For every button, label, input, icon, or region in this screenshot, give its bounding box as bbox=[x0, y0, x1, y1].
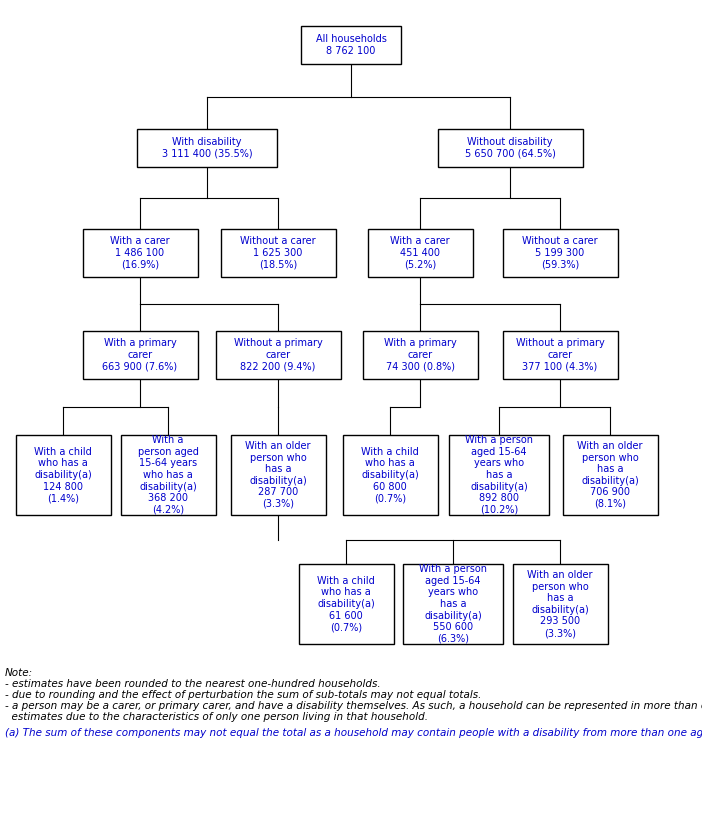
Text: With disability
3 111 400 (35.5%): With disability 3 111 400 (35.5%) bbox=[161, 137, 252, 159]
Text: With a primary
carer
663 900 (7.6%): With a primary carer 663 900 (7.6%) bbox=[102, 339, 178, 371]
Bar bbox=[343, 435, 437, 515]
Text: With an older
person who
has a
disability(a)
293 500
(3.3%): With an older person who has a disabilit… bbox=[527, 570, 592, 638]
Text: All households
8 762 100: All households 8 762 100 bbox=[316, 34, 386, 56]
Bar bbox=[562, 435, 658, 515]
Text: With a child
who has a
disability(a)
124 800
(1.4%): With a child who has a disability(a) 124… bbox=[34, 447, 92, 503]
Bar bbox=[220, 229, 336, 277]
Text: With a person
aged 15-64
years who
has a
disability(a)
550 600
(6.3%): With a person aged 15-64 years who has a… bbox=[419, 564, 487, 644]
Bar bbox=[512, 564, 607, 644]
Bar bbox=[449, 435, 549, 515]
Bar bbox=[15, 435, 110, 515]
Text: - estimates have been rounded to the nearest one-hundred households.: - estimates have been rounded to the nea… bbox=[5, 679, 380, 689]
Text: With an older
person who
has a
disability(a)
706 900
(8.1%): With an older person who has a disabilit… bbox=[577, 441, 643, 509]
Text: With a
person aged
15-64 years
who has a
disability(a)
368 200
(4.2%): With a person aged 15-64 years who has a… bbox=[138, 435, 199, 515]
Bar bbox=[83, 331, 197, 379]
Text: Without a primary
carer
822 200 (9.4%): Without a primary carer 822 200 (9.4%) bbox=[234, 339, 322, 371]
Text: Without a primary
carer
377 100 (4.3%): Without a primary carer 377 100 (4.3%) bbox=[516, 339, 604, 371]
Text: Note:: Note: bbox=[5, 668, 33, 678]
Text: With a primary
carer
74 300 (0.8%): With a primary carer 74 300 (0.8%) bbox=[383, 339, 456, 371]
Bar bbox=[503, 229, 618, 277]
Text: estimates due to the characteristics of only one person living in that household: estimates due to the characteristics of … bbox=[5, 712, 428, 722]
Bar bbox=[301, 26, 401, 64]
Text: With a carer
1 486 100
(16.9%): With a carer 1 486 100 (16.9%) bbox=[110, 236, 170, 270]
Bar bbox=[137, 129, 277, 167]
Bar bbox=[403, 564, 503, 644]
Bar bbox=[368, 229, 472, 277]
Text: Without a carer
1 625 300
(18.5%): Without a carer 1 625 300 (18.5%) bbox=[240, 236, 316, 270]
Bar bbox=[298, 564, 394, 644]
Bar bbox=[121, 435, 216, 515]
Text: With an older
person who
has a
disability(a)
287 700
(3.3%): With an older person who has a disabilit… bbox=[245, 441, 311, 509]
Text: With a carer
451 400
(5.2%): With a carer 451 400 (5.2%) bbox=[390, 236, 450, 270]
Bar bbox=[437, 129, 583, 167]
Text: With a person
aged 15-64
years who
has a
disability(a)
892 800
(10.2%): With a person aged 15-64 years who has a… bbox=[465, 435, 533, 515]
Text: - a person may be a carer, or primary carer, and have a disability themselves. A: - a person may be a carer, or primary ca… bbox=[5, 701, 702, 711]
Text: - due to rounding and the effect of perturbation the sum of sub-totals may not e: - due to rounding and the effect of pert… bbox=[5, 690, 482, 700]
Bar bbox=[216, 331, 340, 379]
Text: Without a carer
5 199 300
(59.3%): Without a carer 5 199 300 (59.3%) bbox=[522, 236, 598, 270]
Bar bbox=[503, 331, 618, 379]
Text: (a) The sum of these components may not equal the total as a household may conta: (a) The sum of these components may not … bbox=[5, 729, 702, 739]
Text: With a child
who has a
disability(a)
61 600
(0.7%): With a child who has a disability(a) 61 … bbox=[317, 576, 375, 632]
Text: Without disability
5 650 700 (64.5%): Without disability 5 650 700 (64.5%) bbox=[465, 137, 555, 159]
Bar bbox=[230, 435, 326, 515]
Bar bbox=[362, 331, 477, 379]
Text: With a child
who has a
disability(a)
60 800
(0.7%): With a child who has a disability(a) 60 … bbox=[361, 447, 419, 503]
Bar bbox=[83, 229, 197, 277]
